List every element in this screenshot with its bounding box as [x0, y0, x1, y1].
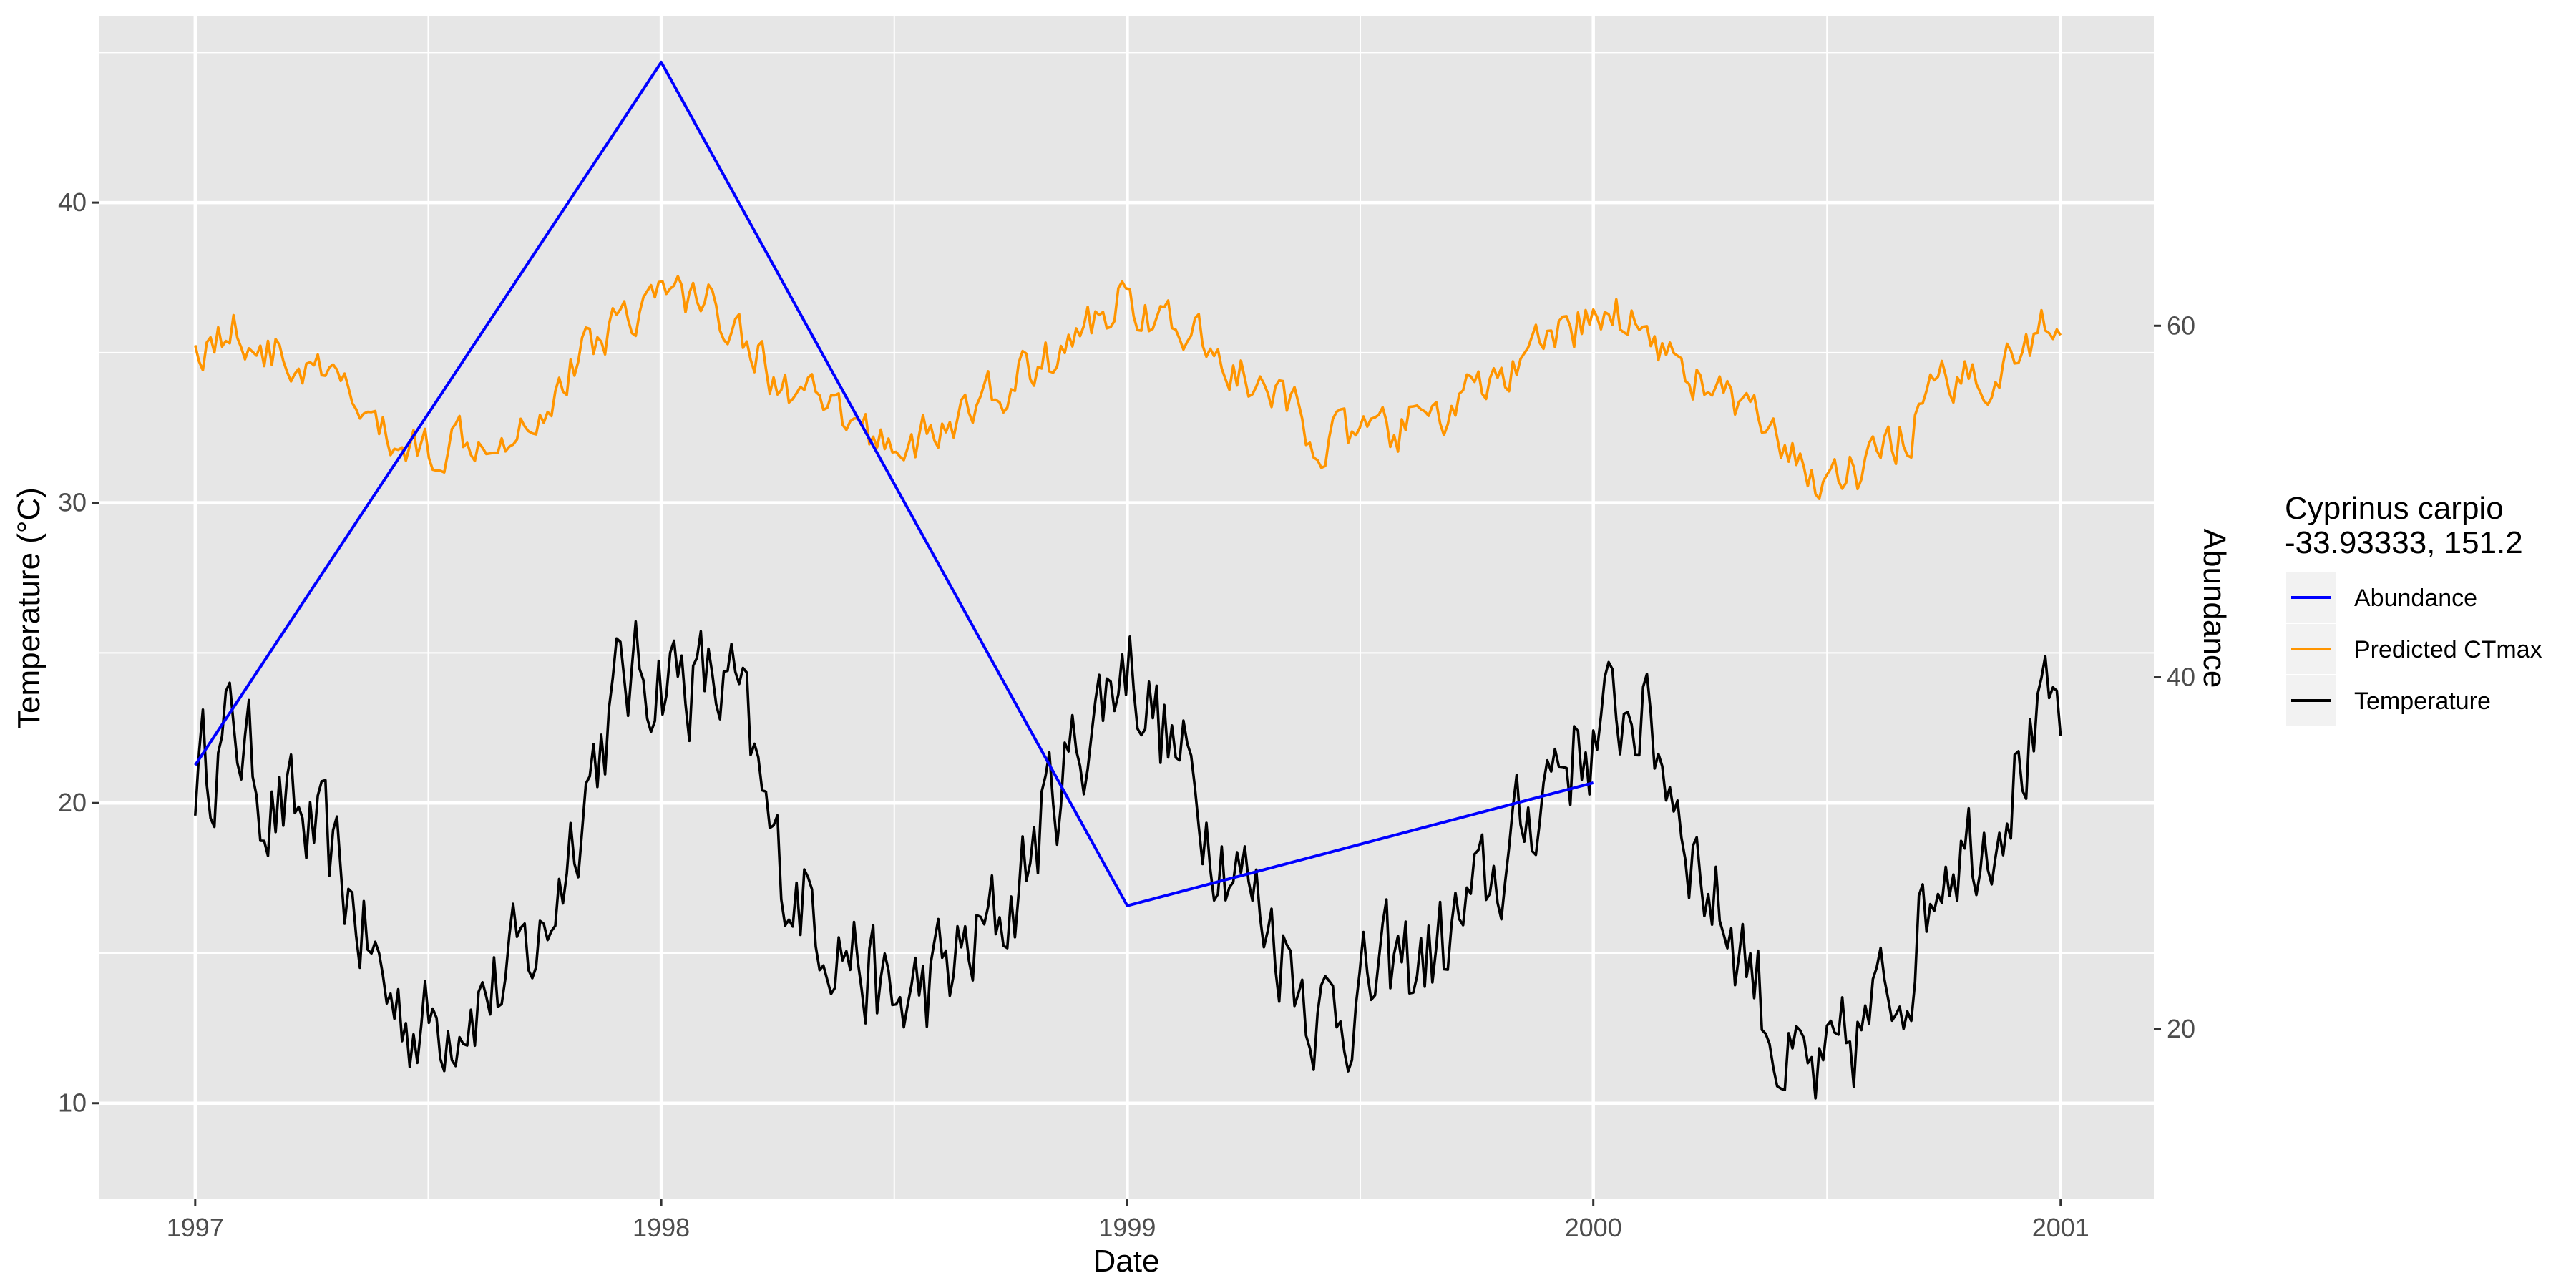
- x-tick-label: 1997: [167, 1213, 224, 1242]
- y-tick-label: 30: [58, 488, 87, 517]
- series-line-predicted-ctmax: [194, 275, 2062, 500]
- y2-tick-label: 20: [2167, 1014, 2195, 1043]
- left-y-axis: 10 20 30 40: [58, 187, 99, 1118]
- y-tick-label: 40: [58, 187, 87, 217]
- legend-items: Abundance Predicted CTmax Temperature: [2286, 572, 2542, 726]
- major-gridlines: [99, 16, 2154, 1199]
- right-y-axis: 20 40 60: [2154, 311, 2195, 1043]
- x-axis: 1997 1998 1999 2000 2001: [167, 1199, 2089, 1242]
- series-layer: [194, 60, 2062, 1100]
- y-axis-title: Temperature (°C): [11, 487, 47, 729]
- legend-label: Temperature: [2354, 688, 2491, 715]
- legend-label: Predicted CTmax: [2354, 636, 2542, 663]
- legend-title-line-2: -33.93333, 151.2: [2285, 525, 2523, 560]
- x-tick-label: 2000: [1565, 1213, 1622, 1242]
- legend-item: Abundance: [2286, 572, 2477, 623]
- legend-label: Abundance: [2354, 585, 2477, 612]
- x-tick-label: 2001: [2032, 1213, 2089, 1242]
- x-tick-label: 1999: [1098, 1213, 1156, 1242]
- legend-item: Temperature: [2286, 675, 2491, 726]
- y2-tick-label: 60: [2167, 311, 2195, 340]
- y-tick-label: 10: [58, 1088, 87, 1118]
- series-line-abundance: [194, 60, 1594, 907]
- y2-axis-title: Abundance: [2197, 529, 2232, 688]
- x-tick-label: 1998: [633, 1213, 690, 1242]
- y-tick-label: 20: [58, 788, 87, 817]
- x-axis-title: Date: [1093, 1244, 1160, 1279]
- legend: Cyprinus carpio -33.93333, 151.2 Abundan…: [2285, 491, 2542, 726]
- y2-tick-label: 40: [2167, 663, 2195, 692]
- series-line-temperature: [194, 620, 2062, 1100]
- legend-item: Predicted CTmax: [2286, 624, 2542, 674]
- legend-title-line-1: Cyprinus carpio: [2285, 491, 2504, 526]
